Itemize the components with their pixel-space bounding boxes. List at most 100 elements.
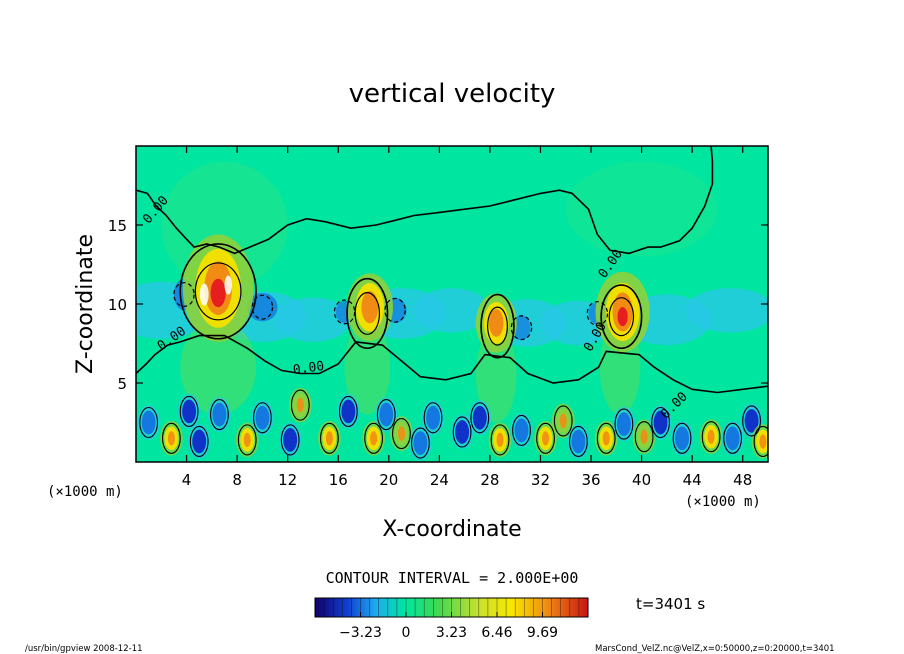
updraft-white-spot [224, 275, 233, 295]
boundary-cell-contour [280, 424, 300, 456]
downdraft-band [414, 288, 490, 333]
boundary-cell [571, 429, 586, 454]
boundary-cell-contour [338, 395, 358, 427]
x-axis-label: X-coordinate [382, 517, 521, 542]
boundary-cell-contour [319, 422, 339, 454]
boundary-cell-contour [753, 425, 768, 458]
colorbar-tick-label: 6.46 [481, 625, 512, 641]
boundary-cell-contour [536, 422, 555, 454]
updraft-max [210, 278, 226, 308]
boundary-cell-core [243, 432, 251, 447]
boundary-cell-contour [179, 395, 199, 427]
cloud-inner-contour [194, 262, 242, 321]
boundary-cell-core [640, 429, 648, 444]
boundary-cell [426, 405, 440, 430]
y-tick-label: 15 [108, 217, 127, 235]
x-tick-label: 12 [278, 471, 297, 489]
boundary-cell-contour [723, 422, 743, 454]
boundary-cell [455, 420, 470, 444]
boundary-cell-core [759, 434, 767, 449]
convective-column [476, 327, 517, 423]
boundary-cell-contour [210, 399, 229, 431]
x-tick-label: 40 [632, 471, 651, 489]
x-tick-label: 36 [581, 471, 600, 489]
colorbar-tick-label: 0 [402, 625, 411, 641]
boundary-cell-core [325, 431, 333, 446]
boundary-cell-contour [253, 402, 272, 434]
y-axis-ticks: 5 10 15 [108, 217, 768, 393]
downdraft-core [512, 315, 531, 341]
plot-area: 0.000.000.000.000.000.00 [136, 146, 768, 462]
boundary-cell [192, 429, 207, 454]
boundary-cell [725, 426, 740, 451]
updraft-core-strong [489, 309, 504, 337]
contour-lines [136, 146, 768, 459]
boundary-cell-contour [614, 408, 634, 440]
boundary-cell [514, 418, 529, 443]
negative-contour [586, 301, 609, 326]
boundary-cell-contour [634, 421, 654, 453]
boundary-cell-contour [651, 406, 670, 439]
zero-contour-upper [136, 146, 714, 255]
boundary-cell-contour [376, 399, 396, 431]
boundary-cell [744, 409, 759, 433]
updraft-core-strong [361, 291, 379, 324]
colorbar-tick-label: 9.69 [527, 625, 558, 641]
boundary-cell [616, 412, 631, 436]
updraft-white-spot [199, 283, 209, 306]
boundary-cell-contour [290, 389, 310, 421]
boundary-cell-core [707, 429, 715, 444]
cloud-outline-contour [480, 293, 515, 359]
boundary-cell-contour [569, 425, 588, 458]
boundary-cell-contour [701, 421, 721, 453]
updraft-max [617, 307, 628, 327]
x-tick-label: 28 [480, 471, 499, 489]
x-axis-ticks: 4 8 12 16 20 24 28 32 36 40 44 48 [182, 146, 752, 489]
downdraft-band [685, 288, 768, 333]
cloud-outline-contour [179, 243, 257, 340]
colorbar-tick-label: −3.23 [339, 625, 382, 641]
chart-title: vertical velocity [349, 79, 556, 109]
y-tick-label: 5 [117, 375, 127, 393]
x-tick-label: 32 [531, 471, 550, 489]
x-tick-label: 48 [733, 471, 752, 489]
boundary-cell-core [602, 431, 610, 446]
downdraft-band [275, 297, 351, 342]
boundary-cell-contour [189, 425, 209, 458]
x-tick-label: 8 [232, 471, 242, 489]
x-tick-label: 44 [683, 471, 702, 489]
boundary-cell [379, 402, 394, 427]
boundary-cell [283, 428, 298, 452]
boundary-cell [472, 405, 487, 430]
contour-interval-label: CONTOUR INTERVAL = 2.000E+00 [326, 569, 579, 587]
boundary-cell-contour [596, 422, 616, 454]
cloud-inner-contour [487, 306, 508, 346]
boundary-cell [413, 431, 428, 455]
y-axis-label: Z-coordinate [73, 234, 98, 374]
boundary-cell [182, 399, 197, 424]
boundary-cell-contour [139, 406, 159, 439]
boundary-cell-contour [672, 422, 692, 454]
y-tick-label: 10 [108, 296, 127, 314]
boundary-cell-core [559, 413, 567, 429]
boundary-cell-contour [364, 422, 384, 454]
x-tick-label: 24 [430, 471, 449, 489]
cloud-outline-contour [600, 284, 643, 350]
negative-contour [173, 282, 195, 307]
boundary-cell-contour [490, 424, 510, 456]
negative-contour [510, 315, 533, 341]
negative-contour [251, 294, 274, 320]
upper-field-patch [565, 161, 718, 257]
cloud-outline-contour [346, 277, 389, 350]
boundary-cell [653, 410, 668, 435]
negative-contour [384, 297, 406, 323]
x-tick-label: 16 [329, 471, 348, 489]
colorbar: −3.23 0 3.23 6.46 9.69 [314, 597, 589, 641]
boundary-cell-contour [392, 417, 411, 450]
x-unit-right: (×1000 m) [685, 494, 761, 510]
boundary-cell [675, 426, 689, 451]
boundary-cell-core [541, 431, 550, 446]
boundary-cell-core [397, 426, 405, 441]
boundary-cell-contour [512, 414, 531, 446]
